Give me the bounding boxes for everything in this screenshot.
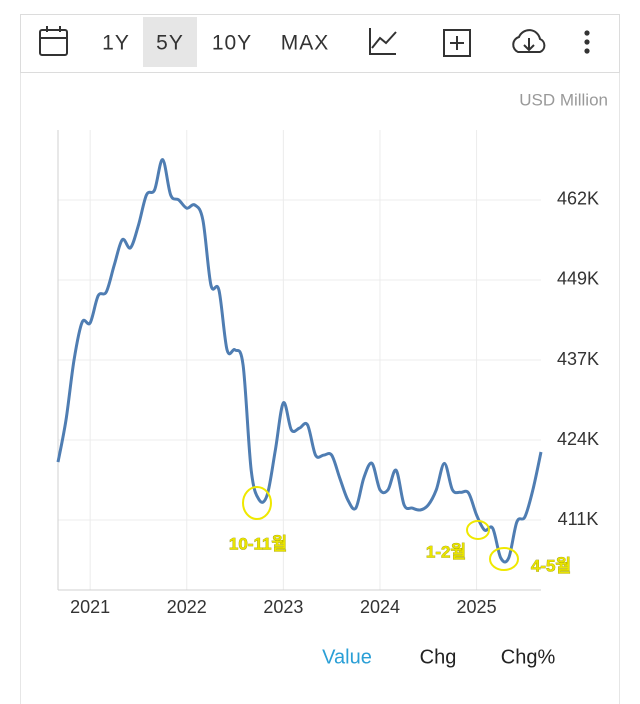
x-tick-label: 2023 <box>263 597 303 617</box>
y-tick-label: 449K <box>557 269 599 289</box>
tab[interactable]: Value <box>322 646 372 668</box>
x-tick-label: 2025 <box>457 597 497 617</box>
more-icon <box>584 48 590 54</box>
tab[interactable]: Chg% <box>501 646 556 668</box>
more-icon <box>584 30 590 36</box>
add-icon <box>443 29 471 57</box>
chart-type-icon <box>371 31 397 49</box>
annotation-circle <box>242 486 272 520</box>
annotation: 10-11월 <box>229 534 287 553</box>
more-icon <box>584 39 590 45</box>
annotation: 4-5월 <box>531 556 571 575</box>
chart-type-button[interactable] <box>369 28 397 55</box>
y-tick-label: 411K <box>558 509 599 529</box>
download-icon <box>512 29 546 53</box>
annotation-circle <box>466 520 490 540</box>
unit-label: USD Million <box>519 90 608 109</box>
toolbar-box <box>20 14 620 73</box>
range-button[interactable]: 10Y <box>212 32 252 55</box>
y-tick-label: 462K <box>557 189 599 209</box>
x-tick-label: 2024 <box>360 597 400 617</box>
x-tick-label: 2022 <box>167 597 207 617</box>
x-tick-label: 2021 <box>70 597 110 617</box>
add-button[interactable] <box>443 29 471 57</box>
annotation-circle <box>489 547 519 571</box>
range-button[interactable]: 5Y <box>156 32 184 55</box>
toolbar: 1Y 5Y 10Y MAX <box>20 14 620 73</box>
data-line <box>56 158 543 564</box>
selected-range-bg <box>143 17 197 67</box>
calendar-button[interactable] <box>39 26 68 56</box>
plot: 411K 424K 437K 449K 462K 2021 2022 2023 2024 2025 <box>56 130 599 617</box>
download-button[interactable] <box>512 29 546 53</box>
chart-type-icon <box>369 28 396 55</box>
y-tick-label: 437K <box>557 349 599 369</box>
range-button[interactable]: MAX <box>281 32 330 55</box>
more-button[interactable] <box>584 30 590 54</box>
y-tick-label: 424K <box>557 429 599 449</box>
tab[interactable]: Chg <box>420 646 457 668</box>
calendar-icon <box>39 29 68 56</box>
range-button[interactable]: 1Y <box>102 32 130 55</box>
download-icon <box>523 44 535 52</box>
annotation: 1-2월 <box>426 542 466 561</box>
